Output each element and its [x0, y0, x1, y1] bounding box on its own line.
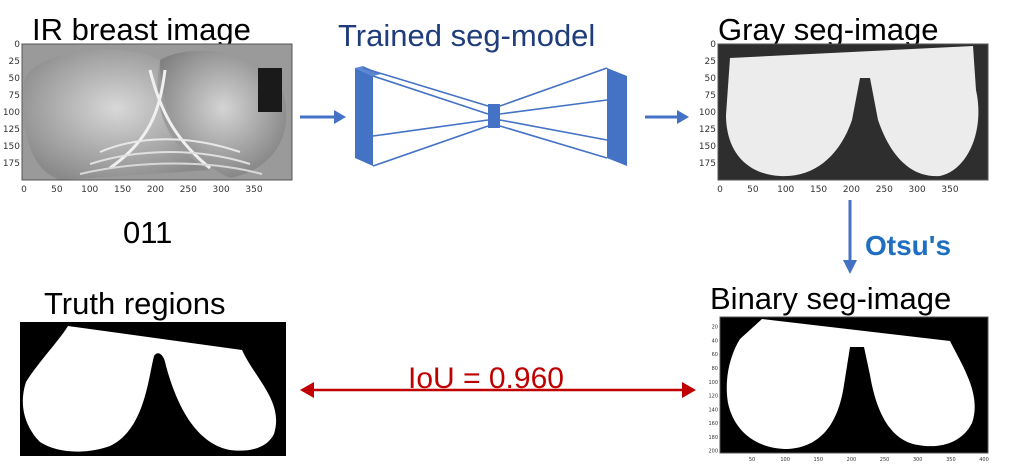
ir-y-tick-label: 175 — [3, 159, 20, 169]
truth-regions-panel — [20, 322, 286, 456]
otsu-label: Otsu's — [865, 230, 952, 261]
binary-y-tick-label: 140 — [708, 407, 718, 413]
sample-id-label: 011 — [123, 215, 173, 250]
ir-x-tick-label: 200 — [147, 185, 164, 195]
ir-y-tick-label: 50 — [9, 74, 21, 84]
iou-double-arrow — [300, 382, 696, 398]
binary-y-tick-label: 20 — [712, 325, 718, 331]
binary-x-tick-label: 300 — [913, 457, 923, 463]
binary-x-axis-ticks: 50 100 150 200 250 300 350 400 — [749, 457, 989, 463]
gray-y-tick-label: 75 — [705, 91, 716, 101]
binary-image-content — [719, 316, 989, 454]
ir-x-tick-label: 100 — [81, 185, 98, 195]
gray-y-tick-label: 125 — [699, 125, 716, 135]
ir-x-axis-ticks: 0 50 100 150 200 250 300 350 — [21, 185, 263, 195]
arrow-ir-to-model — [300, 110, 346, 124]
gray-y-tick-label: 175 — [699, 159, 716, 169]
binary-x-tick-label: 150 — [814, 457, 824, 463]
gray-y-tick-label: 150 — [699, 142, 716, 152]
gray-seg-image-panel: 0 25 50 75 100 125 150 175 0 50 100 150 200 250 300 35… — [699, 40, 989, 195]
seg-model-diagram — [355, 66, 627, 167]
binary-y-tick-label: 40 — [712, 338, 718, 344]
model-connection-lines — [362, 67, 608, 167]
binary-y-tick-label: 160 — [708, 421, 718, 427]
binary-y-axis-ticks: 20 40 60 80 100 120 140 160 180 200 — [708, 325, 718, 455]
gray-x-tick-label: 350 — [941, 185, 958, 195]
ir-breast-image-panel: 0 25 50 75 100 125 150 175 0 50 100 150 200 250 300 35… — [3, 40, 293, 195]
gray-image-title: Gray seg-image — [718, 12, 939, 47]
gray-x-tick-label: 150 — [810, 185, 827, 195]
gray-image-content — [717, 43, 989, 181]
gray-x-tick-label: 200 — [843, 185, 860, 195]
binary-x-tick-label: 200 — [847, 457, 857, 463]
ir-image-title: IR breast image — [32, 12, 251, 47]
truth-regions-title: Truth regions — [44, 286, 226, 321]
gray-x-tick-label: 250 — [876, 185, 893, 195]
binary-y-tick-label: 180 — [708, 435, 718, 441]
truth-mask-shape — [22, 326, 277, 452]
gray-x-axis-ticks: 0 50 100 150 200 250 300 350 — [717, 185, 959, 195]
ir-y-tick-label: 150 — [3, 142, 20, 152]
ir-y-axis-ticks: 0 25 50 75 100 125 150 175 — [3, 40, 20, 169]
gray-x-tick-label: 100 — [777, 185, 794, 195]
iou-label: IoU = 0.960 — [408, 362, 564, 395]
binary-x-tick-label: 400 — [979, 457, 989, 463]
decoder-block — [607, 68, 627, 166]
ir-y-tick-label: 25 — [9, 57, 20, 67]
binary-image-title: Binary seg-image — [710, 281, 952, 316]
binary-seg-image-panel: 20 40 60 80 100 120 140 160 180 200 50 100 150 200 25… — [708, 316, 989, 463]
binary-x-tick-label: 350 — [946, 457, 956, 463]
gray-y-tick-label: 25 — [705, 57, 716, 67]
ir-y-tick-label: 125 — [3, 125, 20, 135]
binary-y-tick-label: 120 — [708, 394, 718, 400]
binary-x-tick-label: 100 — [780, 457, 790, 463]
ir-x-tick-label: 300 — [213, 185, 230, 195]
gray-y-tick-label: 50 — [705, 74, 717, 84]
ir-x-tick-label: 250 — [180, 185, 197, 195]
ir-y-tick-label: 100 — [3, 108, 20, 118]
gray-x-tick-label: 0 — [717, 185, 723, 195]
gray-y-axis-ticks: 0 25 50 75 100 125 150 175 — [699, 40, 716, 169]
gray-x-tick-label: 50 — [747, 185, 759, 195]
arrow-model-to-gray — [645, 110, 689, 124]
binary-x-tick-label: 50 — [749, 457, 755, 463]
model-title: Trained seg-model — [338, 18, 596, 53]
ir-x-tick-label: 0 — [21, 185, 27, 195]
ir-x-tick-label: 350 — [245, 185, 262, 195]
binary-x-tick-label: 250 — [880, 457, 890, 463]
encoder-block — [355, 66, 381, 166]
ir-x-tick-label: 50 — [51, 185, 63, 195]
binary-y-tick-label: 100 — [708, 380, 718, 386]
gray-x-tick-label: 300 — [909, 185, 926, 195]
arrow-gray-to-binary — [843, 200, 857, 274]
gray-y-tick-label: 100 — [699, 108, 716, 118]
binary-y-tick-label: 80 — [712, 366, 718, 372]
binary-y-tick-label: 200 — [708, 449, 718, 455]
ir-y-tick-label: 75 — [9, 91, 20, 101]
ir-y-tick-label: 0 — [14, 40, 20, 50]
gray-y-tick-label: 0 — [710, 40, 716, 50]
ir-x-tick-label: 150 — [114, 185, 131, 195]
bottleneck-block — [488, 104, 500, 128]
ir-image-content — [21, 43, 293, 181]
binary-y-tick-label: 60 — [712, 352, 718, 358]
